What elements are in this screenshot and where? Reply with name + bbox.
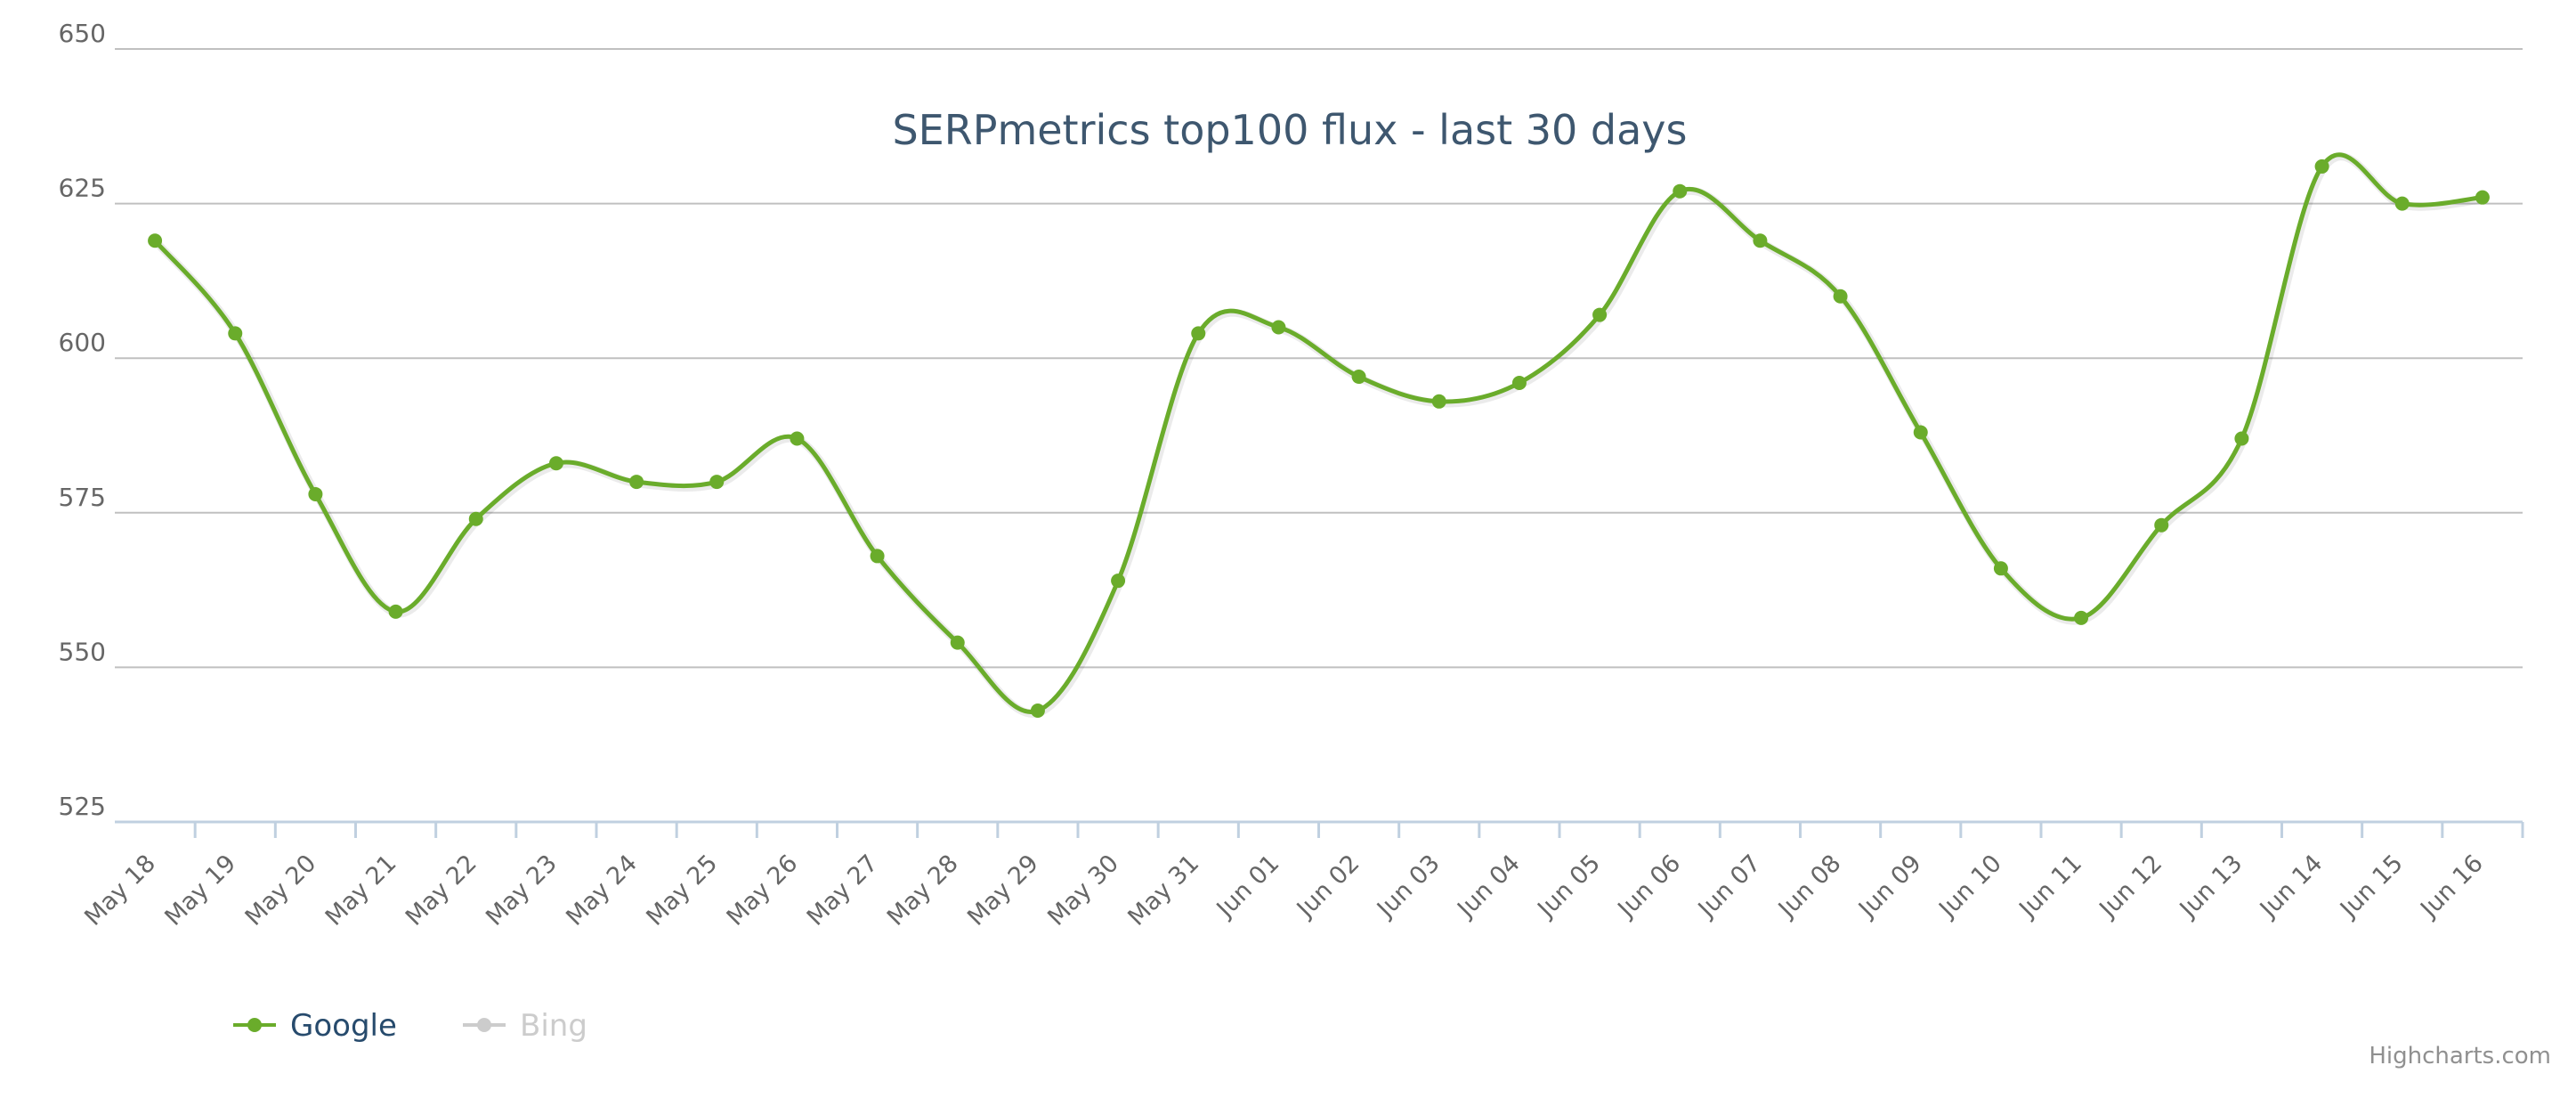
data-point[interactable] <box>308 486 323 501</box>
data-point[interactable] <box>548 456 563 471</box>
series-line-shadow <box>153 152 2485 718</box>
data-point[interactable] <box>1111 573 1126 589</box>
data-point[interactable] <box>468 511 483 526</box>
x-tick-label: Jun 13 <box>2174 850 2248 924</box>
x-tick-label: Jun 12 <box>2094 850 2168 924</box>
x-tick-label: Jun 10 <box>1932 850 2007 924</box>
x-tick-label: May 29 <box>962 850 1044 931</box>
legend-marker-google <box>247 1018 262 1032</box>
x-tick-label: May 19 <box>159 850 241 931</box>
data-point[interactable] <box>1753 233 1768 248</box>
data-point[interactable] <box>388 604 403 619</box>
data-point[interactable] <box>1592 307 1608 322</box>
data-point[interactable] <box>709 475 725 490</box>
x-tick-label: Jun 08 <box>1772 850 1847 924</box>
x-tick-label: Jun 14 <box>2254 850 2329 924</box>
data-point[interactable] <box>148 233 163 248</box>
legend-label-bing[interactable]: Bing <box>520 1008 587 1044</box>
x-tick-label: May 18 <box>79 850 161 931</box>
x-tick-label: May 24 <box>561 850 643 931</box>
x-tick-label: Jun 11 <box>2013 850 2087 924</box>
data-point[interactable] <box>1913 425 1928 440</box>
x-tick-label: May 26 <box>722 850 804 931</box>
legend-label-google[interactable]: Google <box>290 1008 397 1044</box>
data-point[interactable] <box>1993 561 2008 576</box>
x-tick-label: May 28 <box>882 850 964 931</box>
y-axis: 525 550 575 600 625 650 <box>59 19 106 821</box>
x-tick-label: Jun 02 <box>1291 850 1365 924</box>
legend-item-bing[interactable]: Bing <box>463 1008 587 1044</box>
x-tick-label: May 22 <box>401 850 482 931</box>
data-point[interactable] <box>1511 375 1527 390</box>
series-line-google[interactable] <box>153 152 2483 714</box>
data-point[interactable] <box>1030 704 1045 719</box>
y-tick-label: 650 <box>59 19 106 48</box>
data-point[interactable] <box>1833 289 1848 304</box>
data-point[interactable] <box>2074 610 2089 625</box>
credits-link[interactable]: Highcharts.com <box>2369 1043 2551 1070</box>
x-tick-label: May 27 <box>802 850 884 931</box>
data-point[interactable] <box>2154 517 2169 533</box>
y-tick-label: 550 <box>59 637 106 666</box>
x-tick-label: May 20 <box>240 850 322 931</box>
data-point[interactable] <box>1351 370 1366 385</box>
y-tick-label: 575 <box>59 483 106 512</box>
x-tick-label: Jun 04 <box>1451 850 1526 924</box>
data-point[interactable] <box>2234 431 2249 446</box>
data-point[interactable] <box>228 326 243 341</box>
y-tick-label: 525 <box>59 792 106 821</box>
x-tick-label: Jun 05 <box>1531 850 1606 924</box>
data-point[interactable] <box>629 475 644 490</box>
data-point[interactable] <box>2394 196 2410 211</box>
x-tick-label: Jun 09 <box>1852 850 1927 924</box>
x-tick-label: May 31 <box>1122 850 1204 931</box>
chart-title: SERPmetrics top100 flux - last 30 days <box>892 106 1687 154</box>
legend-item-google[interactable]: Google <box>233 1008 397 1044</box>
data-point[interactable] <box>870 549 885 564</box>
x-tick-label: Jun 15 <box>2334 850 2409 924</box>
legend: Google Bing <box>233 1008 587 1044</box>
legend-marker-bing <box>477 1018 491 1032</box>
data-point[interactable] <box>1673 183 1688 199</box>
x-tick-label: Jun 16 <box>2414 850 2489 924</box>
data-point[interactable] <box>950 635 965 650</box>
x-tick-label: May 25 <box>641 850 723 931</box>
data-point[interactable] <box>1191 326 1206 341</box>
data-point[interactable] <box>790 431 805 446</box>
x-tick-label: Jun 07 <box>1692 850 1767 924</box>
x-tick-label: May 30 <box>1042 850 1124 931</box>
x-tick-label: May 21 <box>320 850 402 931</box>
x-tick-label: May 23 <box>481 850 563 931</box>
data-point[interactable] <box>2475 190 2490 205</box>
x-tick-label: Jun 03 <box>1371 850 1446 924</box>
x-tick-label: Jun 01 <box>1211 850 1285 924</box>
y-tick-label: 625 <box>59 174 106 203</box>
data-point[interactable] <box>1431 394 1446 409</box>
data-point[interactable] <box>1271 320 1286 335</box>
series-google[interactable] <box>148 152 2490 719</box>
data-point[interactable] <box>2314 159 2329 174</box>
y-tick-label: 600 <box>59 328 106 357</box>
grid-lines <box>115 48 2523 669</box>
x-tick-label: Jun 06 <box>1612 850 1687 924</box>
